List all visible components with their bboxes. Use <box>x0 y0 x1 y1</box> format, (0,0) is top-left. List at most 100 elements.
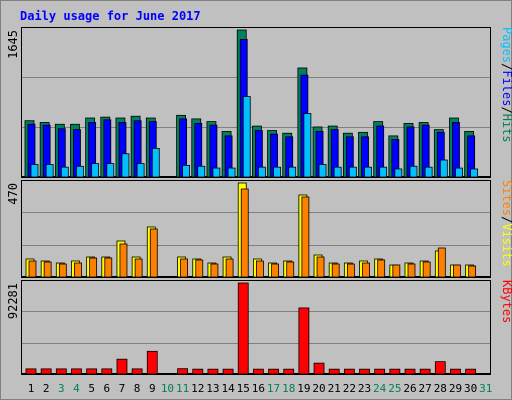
sites-bar <box>134 258 143 278</box>
series-legend: KBytes <box>500 280 512 323</box>
kbytes-bar <box>404 368 416 375</box>
x-tick-label: 29 <box>449 382 462 395</box>
pages-bar <box>106 163 115 178</box>
sites-bar <box>180 258 189 278</box>
pages-bar <box>409 165 418 178</box>
kbytes-bar <box>116 358 128 375</box>
sites-bar <box>331 263 340 278</box>
pages-bar <box>303 113 312 178</box>
kbytes-bar <box>222 368 234 375</box>
sites-bar <box>74 262 82 278</box>
kbytes-bar <box>252 368 264 375</box>
sites-bar <box>89 257 98 278</box>
pages-bar <box>424 166 433 178</box>
legend-kbytes: KBytes <box>500 280 512 323</box>
series-legend: Pages/Files/Hits <box>500 27 512 143</box>
sites-bar <box>43 261 52 278</box>
kbytes-bar <box>25 368 37 375</box>
x-tick-label: 16 <box>252 382 265 395</box>
x-tick-label: 2 <box>43 382 50 395</box>
kbytes-bar <box>192 368 204 375</box>
pages-bar <box>91 163 100 178</box>
kbytes-bar <box>237 282 249 375</box>
x-tick-label: 20 <box>312 382 325 395</box>
sites-bar <box>422 261 431 278</box>
x-tick-label: 26 <box>403 382 416 395</box>
pages-bar <box>121 153 130 178</box>
kbytes-bar <box>71 368 82 375</box>
x-tick-label: 13 <box>206 382 219 395</box>
pages-bar <box>212 167 221 178</box>
kbytes-bar <box>389 368 401 375</box>
sites-bar <box>271 263 279 278</box>
sites-bar <box>149 228 158 278</box>
x-tick-label: 3 <box>58 382 65 395</box>
kbytes-bar <box>450 368 461 375</box>
kbytes-bar <box>268 368 279 375</box>
kbytes-bar <box>313 362 325 375</box>
y-max-label: 92281 <box>6 283 20 319</box>
pages-bar <box>379 166 388 178</box>
sites-bar <box>255 260 264 278</box>
kbytes-bar <box>86 368 98 375</box>
legend-separator: / <box>500 106 512 113</box>
kbytes-bar <box>298 307 310 375</box>
legend-hits: Hits <box>500 114 512 143</box>
kbytes-bar <box>55 368 67 375</box>
x-tick-label: 12 <box>191 382 204 395</box>
kbytes-bar <box>374 368 386 375</box>
x-tick-label: 22 <box>343 382 356 395</box>
x-tick-label: 28 <box>434 382 447 395</box>
x-tick-label: 10 <box>161 382 174 395</box>
x-tick-label: 30 <box>464 382 477 395</box>
x-tick-label: 19 <box>297 382 310 395</box>
x-tick-label: 4 <box>73 382 80 395</box>
pages-bar <box>455 167 463 178</box>
kbytes-bar <box>101 368 113 375</box>
sites-bar <box>195 259 204 278</box>
pages-bar <box>182 164 191 178</box>
kbytes-bar <box>177 368 189 375</box>
sites-bar <box>377 259 386 278</box>
kbytes-bar <box>283 368 295 375</box>
x-tick-label: 31 <box>479 382 492 395</box>
sites-bar <box>225 258 234 278</box>
pages-bar <box>364 166 372 178</box>
y-max-label: 470 <box>6 183 20 205</box>
x-tick-label: 23 <box>358 382 371 395</box>
x-tick-label: 14 <box>221 382 235 395</box>
legend-separator: / <box>500 216 512 223</box>
kbytes-bar <box>328 368 340 375</box>
sites-bar <box>407 263 416 278</box>
x-tick-label: 6 <box>103 382 110 395</box>
x-tick-label: 25 <box>388 382 401 395</box>
kbytes-bar <box>131 368 143 375</box>
sites-bar <box>28 260 37 278</box>
x-tick-label: 15 <box>237 382 250 395</box>
sites-bar <box>468 265 477 278</box>
pages-bar <box>76 165 84 178</box>
sites-bar <box>119 243 128 278</box>
x-tick-label: 21 <box>328 382 341 395</box>
x-tick-label: 18 <box>282 382 295 395</box>
pages-bar <box>242 96 251 178</box>
sites-bar <box>104 257 113 278</box>
kbytes-bar <box>207 368 219 375</box>
pages-bar <box>394 168 403 178</box>
pages-bar <box>45 164 54 178</box>
x-tick-label: 27 <box>419 382 432 395</box>
legend-files: Files <box>500 70 512 106</box>
pages-bar <box>333 166 342 178</box>
sites-bar <box>362 262 370 278</box>
sites-bar <box>316 256 325 278</box>
sites-bar <box>286 261 295 278</box>
x-tick-label: 17 <box>267 382 280 395</box>
sites-bar <box>392 264 401 278</box>
legend-pages: Pages <box>500 27 512 63</box>
kbytes-bar <box>40 368 52 375</box>
pages-bar <box>439 159 448 178</box>
sites-bar <box>301 196 310 278</box>
sites-bar <box>437 247 446 278</box>
pages-bar <box>30 164 39 178</box>
